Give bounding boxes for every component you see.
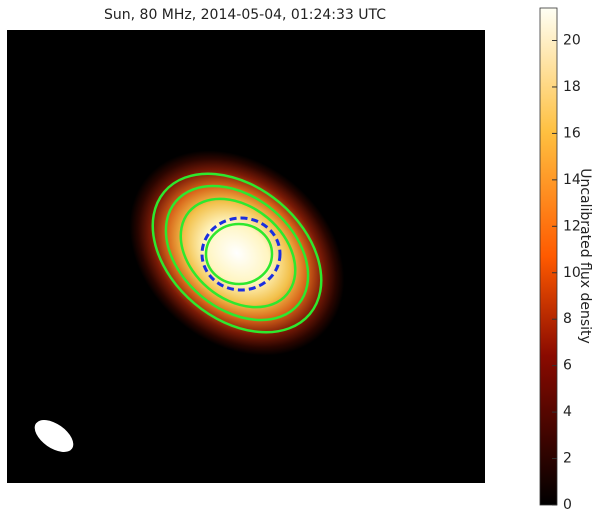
chart-title: Sun, 80 MHz, 2014-05-04, 01:24:33 UTC bbox=[104, 7, 386, 23]
chart: Sun, 80 MHz, 2014-05-04, 01:24:33 UTC Un… bbox=[0, 0, 601, 510]
colorbar bbox=[540, 8, 557, 505]
colorbar-tick-label: 16 bbox=[563, 125, 581, 141]
colorbar-tick-label: 2 bbox=[563, 451, 572, 467]
colorbar-tick-label: 12 bbox=[563, 218, 581, 234]
colorbar-label: Uncalibrated flux density bbox=[577, 168, 593, 344]
colorbar-tick-label: 20 bbox=[563, 33, 581, 49]
colorbar-tick-label: 10 bbox=[563, 265, 581, 281]
colorbar-tick-label: 18 bbox=[563, 79, 581, 95]
colorbar-tick-label: 4 bbox=[563, 404, 572, 420]
colorbar-tick-label: 14 bbox=[563, 172, 581, 188]
colorbar-tick-label: 6 bbox=[563, 358, 572, 374]
colorbar-tick-label: 8 bbox=[563, 311, 572, 327]
colorbar-tick-label: 0 bbox=[563, 497, 572, 510]
